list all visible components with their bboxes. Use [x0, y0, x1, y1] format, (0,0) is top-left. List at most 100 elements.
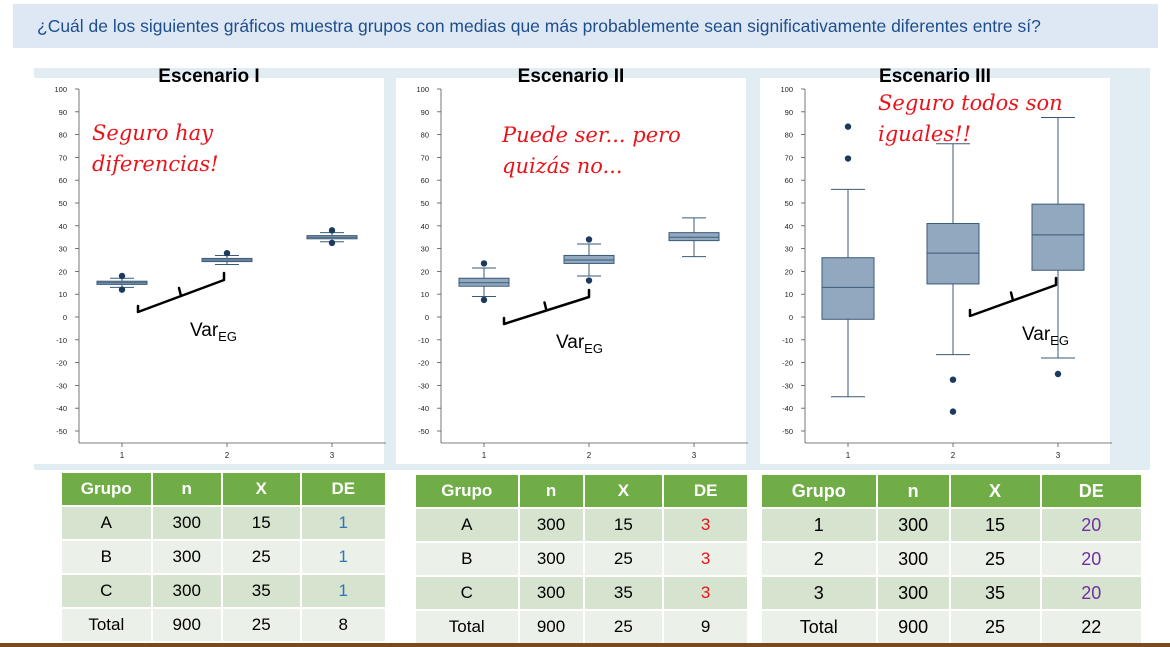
y-tick-label: 60	[421, 176, 429, 185]
table-header-row: Grupo n X DE	[60, 471, 388, 507]
var-subscript: EG	[1050, 332, 1069, 348]
chart-panel-escenario-1: 100 90 80 70 60 50 40 30 20 10 0 -10 -20 -30 -40 -50 1 2 3…	[34, 66, 386, 464]
y-tick-label: 100	[416, 85, 429, 94]
table-cell: 15	[582, 507, 665, 543]
table-cell: B	[60, 539, 153, 575]
var-text: Var	[1022, 324, 1051, 345]
y-tick-label: -20	[782, 359, 793, 368]
y-tick-label: -40	[418, 404, 429, 413]
y-tick-label: 30	[421, 245, 429, 254]
y-tick-label: -50	[56, 427, 67, 436]
table-cell: 25	[220, 607, 302, 643]
table-cell: 8	[299, 607, 388, 643]
table-cell: 25	[948, 609, 1042, 645]
y-tick-label: -40	[782, 404, 793, 413]
y-tick-label: 70	[59, 153, 67, 162]
box-iqr	[563, 254, 615, 264]
y-tick-label: -50	[782, 427, 793, 436]
outlier-point	[949, 376, 957, 383]
outlier-point	[328, 227, 336, 234]
y-tick-label: -30	[56, 381, 67, 390]
column-header: Grupo	[60, 471, 153, 507]
box-iqr	[458, 277, 510, 287]
table-row: B 300 25 3	[414, 541, 749, 577]
y-tick-label: 80	[785, 131, 793, 140]
stats-table-escenario-2: Grupo n X DE A 300 15 3 B 300 25 3 C 300 35 3 Total 900 25…	[414, 473, 749, 645]
y-tick-label: 40	[785, 222, 793, 231]
table-row: A 300 15 3	[414, 507, 749, 543]
table-cell: 900	[875, 609, 951, 645]
annotation-line: Puede ser... pero	[502, 123, 681, 147]
y-tick-label: 90	[59, 108, 67, 117]
y-tick-label: 50	[785, 199, 793, 208]
var-eg-label: VarEG	[190, 320, 237, 344]
x-tick-label: 2	[587, 451, 592, 460]
column-header: DE	[1039, 473, 1143, 509]
table-cell: A	[414, 507, 520, 543]
y-tick-label: 90	[421, 108, 429, 117]
table-cell: 300	[875, 541, 951, 577]
outlier-point	[585, 236, 593, 243]
x-tick-label: 3	[330, 451, 335, 460]
table-cell: 300	[517, 541, 585, 577]
y-tick-label: 10	[785, 290, 793, 299]
x-tick-label: 3	[1056, 451, 1061, 460]
column-header: n	[517, 473, 585, 509]
y-tick-label: -20	[56, 359, 67, 368]
table-cell: A	[60, 505, 153, 541]
table-cell: 3	[662, 541, 749, 577]
table-total-row: Total 900 25 22	[760, 609, 1143, 645]
y-tick-label: -40	[56, 404, 67, 413]
table-cell: 300	[150, 539, 223, 575]
y-tick-label: 80	[421, 131, 429, 140]
y-tick-label: -10	[782, 336, 793, 345]
column-header: Grupo	[760, 473, 878, 509]
table-cell: 25	[948, 541, 1042, 577]
table-cell: 22	[1039, 609, 1143, 645]
variance-bracket	[502, 288, 591, 326]
y-tick-label: 50	[59, 199, 67, 208]
outlier-point	[844, 123, 852, 130]
y-tick-label: -20	[418, 359, 429, 368]
y-tick-label: 0	[63, 313, 67, 322]
table-cell: 3	[662, 575, 749, 611]
table-cell: 3	[760, 575, 878, 611]
table-cell: 300	[875, 507, 951, 543]
outlier-point	[118, 272, 126, 280]
question-banner: ¿Cuál de los siguientes gráficos muestra…	[13, 4, 1158, 48]
table-row: C 300 35 3	[414, 575, 749, 611]
table-cell: 300	[875, 575, 951, 611]
table-cell: 35	[948, 575, 1042, 611]
variance-bracket	[136, 271, 226, 314]
chart-title: Escenario II	[517, 66, 625, 87]
y-tick-label: 100	[780, 85, 793, 94]
table-cell: Total	[60, 607, 153, 643]
outlier-point	[223, 249, 231, 257]
table-cell: 20	[1039, 575, 1143, 611]
table-cell: 300	[517, 507, 585, 543]
outlier-point	[585, 277, 593, 284]
y-tick-label: -10	[56, 336, 67, 345]
table-cell: 900	[517, 609, 585, 645]
table-cell: 35	[220, 573, 302, 609]
x-tick-label: 2	[951, 451, 956, 460]
y-tick-label: -30	[418, 381, 429, 390]
table-cell: 300	[150, 573, 223, 609]
y-tick-label: 50	[421, 199, 429, 208]
handwritten-annotation: Puede ser... pero quizás no...	[502, 120, 681, 182]
y-tick-label: 70	[785, 153, 793, 162]
y-tick-label: 20	[785, 267, 793, 276]
x-tick-label: 1	[482, 451, 487, 460]
y-tick-label: 60	[785, 176, 793, 185]
y-tick-label: 20	[59, 267, 67, 276]
y-tick-label: 0	[425, 313, 429, 322]
table-cell: 15	[220, 505, 302, 541]
table-cell: Total	[414, 609, 520, 645]
y-tick-label: 80	[59, 131, 67, 140]
table-cell: 300	[517, 575, 585, 611]
table-row: 1 300 15 20	[760, 507, 1143, 543]
outlier-point	[844, 155, 852, 162]
table-cell: 25	[582, 541, 665, 577]
x-tick-label: 1	[846, 451, 851, 460]
outlier-point	[949, 408, 957, 415]
